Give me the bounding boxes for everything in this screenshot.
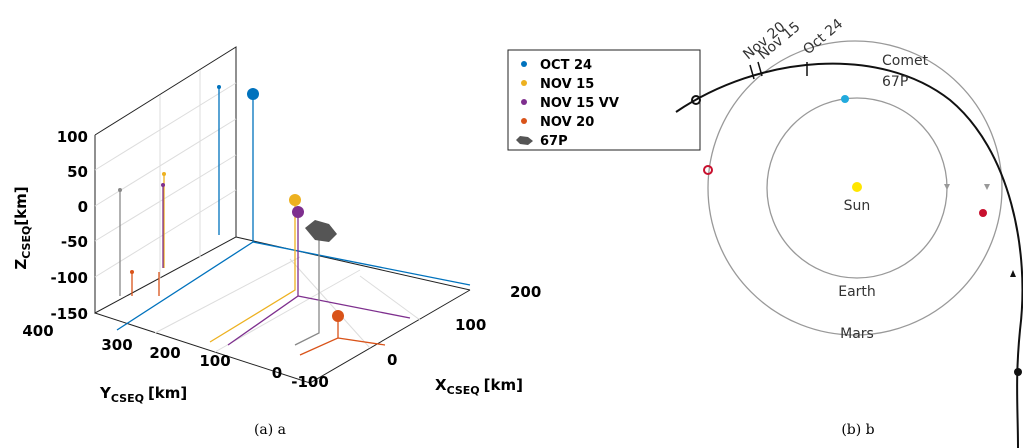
axis-unit: [km]	[148, 384, 187, 402]
z-tick-label: -100	[50, 269, 88, 287]
axis-unit: [km]	[484, 376, 523, 394]
markers	[691, 61, 1022, 376]
body-label: Mars	[840, 326, 874, 342]
x-tick-label: 0	[387, 351, 397, 369]
body-label: Sun	[844, 198, 871, 214]
stems	[116, 87, 471, 356]
z-tick-label: -50	[61, 233, 88, 251]
x-axis-label: XCSEQ [km]	[435, 376, 523, 397]
y-tick-label: 100	[199, 352, 230, 370]
z-tick-label: 50	[67, 163, 88, 181]
caption: (a) a	[254, 422, 286, 438]
comet-label: 67P	[882, 74, 908, 90]
comet-trajectory	[675, 62, 1023, 448]
legend-label: NOV 15	[540, 77, 594, 92]
axes-box	[94, 46, 471, 384]
z-tick-label: 0	[78, 198, 88, 216]
y-tick-label: 300	[101, 336, 132, 354]
x-tick-label: 100	[455, 316, 486, 334]
z-tick-label: -150	[50, 305, 88, 323]
axis-sub: CSEQ	[111, 392, 144, 405]
z-tick-label: 100	[57, 128, 88, 146]
y-axis-label: YCSEQ [km]	[99, 384, 187, 405]
comet-label: Comet	[882, 53, 929, 69]
legend-marker	[521, 61, 527, 67]
legend-marker	[516, 136, 533, 145]
y-tick-label: 0	[272, 364, 282, 382]
y-tick-label: -100	[291, 373, 329, 391]
axis-sub: CSEQ	[447, 384, 480, 397]
legend-label: NOV 15 VV	[540, 96, 619, 111]
axis-name: Z	[12, 259, 30, 270]
axis-sub: CSEQ	[20, 226, 33, 259]
legend: OCT 24 NOV 15 NOV 15 VV NOV 20 67P	[516, 58, 619, 149]
legend-marker	[521, 80, 527, 86]
grid	[94, 70, 421, 353]
axis-name: Y	[99, 384, 112, 402]
legend-marker	[521, 99, 527, 105]
axis-name: X	[435, 376, 447, 394]
points	[118, 85, 344, 322]
date-label: Oct 24	[800, 16, 846, 58]
y-tick-label: 200	[149, 344, 180, 362]
mars-orbit	[707, 40, 1003, 336]
legend-label: OCT 24	[540, 58, 592, 73]
body-label: Earth	[838, 284, 876, 300]
legend-box	[507, 49, 701, 151]
legend-label: NOV 20	[540, 115, 594, 130]
legend-marker	[521, 118, 527, 124]
y-tick-label: 400	[22, 322, 53, 340]
legend-label: 67P	[540, 134, 568, 149]
x-tick-label: 200	[510, 283, 541, 301]
axis-unit: [km]	[12, 186, 30, 225]
caption: (b) b	[841, 422, 874, 438]
z-axis-label: ZCSEQ[km]	[12, 186, 33, 269]
